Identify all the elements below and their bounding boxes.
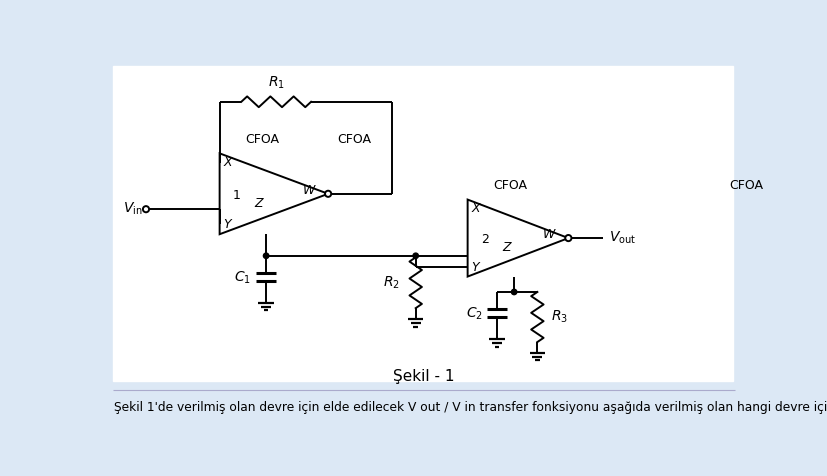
- Text: Y: Y: [223, 218, 231, 231]
- Text: 1: 1: [232, 189, 241, 202]
- Text: $C_2$: $C_2$: [466, 305, 483, 322]
- Text: Şekil - 1: Şekil - 1: [393, 369, 454, 384]
- Circle shape: [143, 206, 149, 212]
- Text: Şekil 1'de verilmiş olan devre için elde edilecek V out / V in transfer fonksiyo: Şekil 1'de verilmiş olan devre için elde…: [114, 401, 827, 414]
- Text: X: X: [471, 202, 480, 215]
- Circle shape: [566, 235, 571, 241]
- Circle shape: [325, 191, 332, 197]
- Text: 2: 2: [480, 233, 489, 246]
- Polygon shape: [220, 153, 328, 234]
- Text: Z: Z: [502, 241, 511, 254]
- Circle shape: [264, 253, 269, 258]
- Text: $V_{\mathrm{in}}$: $V_{\mathrm{in}}$: [123, 201, 143, 218]
- Text: $R_2$: $R_2$: [384, 275, 400, 291]
- FancyBboxPatch shape: [112, 66, 733, 380]
- Polygon shape: [467, 199, 568, 277]
- Text: W: W: [303, 184, 315, 197]
- Text: X: X: [223, 156, 232, 169]
- Text: CFOA: CFOA: [493, 179, 528, 192]
- Text: CFOA: CFOA: [246, 133, 280, 146]
- Text: $R_3$: $R_3$: [552, 309, 568, 325]
- Circle shape: [413, 253, 418, 258]
- Text: CFOA: CFOA: [337, 133, 371, 146]
- Circle shape: [511, 289, 517, 295]
- Text: $R_1$: $R_1$: [268, 75, 284, 91]
- Text: CFOA: CFOA: [729, 179, 763, 192]
- Text: $V_{\mathrm{out}}$: $V_{\mathrm{out}}$: [609, 230, 636, 246]
- Text: W: W: [543, 228, 555, 241]
- Text: $C_1$: $C_1$: [234, 269, 251, 286]
- Text: Z: Z: [254, 197, 263, 209]
- Text: Y: Y: [471, 261, 479, 274]
